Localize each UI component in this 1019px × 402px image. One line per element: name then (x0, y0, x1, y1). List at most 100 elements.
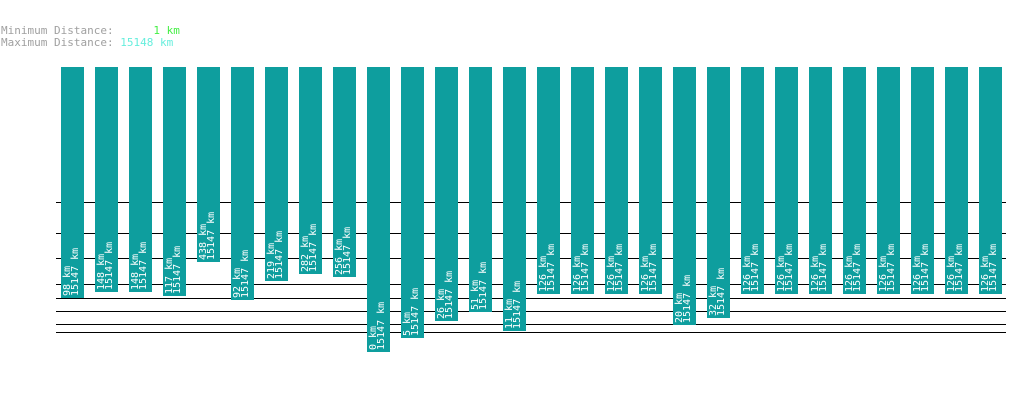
distance-bar (945, 67, 968, 294)
bar-value-label: 126 km (538, 256, 549, 292)
distance-bar (673, 67, 696, 325)
bar-max-label: 15147 km (376, 302, 387, 350)
distance-bar (61, 67, 84, 298)
max-distance-row: Maximum Distance: 15148 km (1, 37, 180, 49)
min-distance-label: Minimum Distance: (1, 24, 114, 37)
distance-bar (197, 67, 220, 262)
distance-bar (707, 67, 730, 318)
bar-value-label: 20 km (674, 293, 685, 323)
bar-max-label: 15147 km (580, 244, 591, 292)
bar-value-label: 256 km (334, 239, 345, 275)
distance-bar (979, 67, 1002, 294)
bar-max-label: 15147 km (444, 271, 455, 319)
max-distance-value: 15148 km (120, 36, 174, 49)
distance-bar (503, 67, 526, 331)
bar-value-label: 0 km (368, 326, 379, 350)
bar-max-label: 15147 km (750, 244, 761, 292)
bar-value-label: 126 km (980, 256, 991, 292)
bar-max-label: 15147 km (70, 248, 81, 296)
bar-value-label: 32 km (708, 286, 719, 316)
bar-value-label: 5 km (402, 312, 413, 336)
bar-max-label: 15147 km (988, 244, 999, 292)
distance-bar (775, 67, 798, 294)
bar-value-label: 219 km (266, 243, 277, 279)
bar-max-label: 15147 km (206, 212, 217, 260)
distance-bar (401, 67, 424, 338)
distance-bar (809, 67, 832, 294)
distance-bar (843, 67, 866, 294)
bar-value-label: 126 km (878, 256, 889, 292)
bar-value-label: 148 km (96, 254, 107, 290)
bar-max-label: 15147 km (240, 250, 251, 298)
bar-max-label: 15147 km (342, 227, 353, 275)
bar-value-label: 51 km (470, 280, 481, 310)
bar-max-label: 15147 km (954, 244, 965, 292)
bar-max-label: 15147 km (546, 244, 557, 292)
max-distance-label: Maximum Distance: (1, 36, 114, 49)
bar-value-label: 438 km (198, 224, 209, 260)
bar-max-label: 15147 km (478, 262, 489, 310)
bar-max-label: 15147 km (818, 244, 829, 292)
distance-bar (911, 67, 934, 294)
bar-max-label: 15147 km (172, 246, 183, 294)
distance-bar (333, 67, 356, 277)
bar-max-label: 15147 km (512, 281, 523, 329)
bar-value-label: 26 km (436, 289, 447, 319)
bar-max-label: 15147 km (682, 275, 693, 323)
bar-value-label: 117 km (164, 258, 175, 294)
bar-max-label: 15147 km (410, 288, 421, 336)
distance-bar (571, 67, 594, 294)
bar-value-label: 126 km (810, 256, 821, 292)
bar-max-label: 15147 km (308, 224, 319, 272)
bar-value-label: 92 km (232, 268, 243, 298)
min-distance-row: Minimum Distance: 1 km (1, 25, 180, 37)
distance-bar (265, 67, 288, 281)
bar-max-label: 15147 km (784, 244, 795, 292)
bar-max-label: 15147 km (716, 268, 727, 316)
bar-value-label: 126 km (776, 256, 787, 292)
distance-bar (877, 67, 900, 294)
bar-max-label: 15147 km (614, 244, 625, 292)
min-distance-value: 1 km (153, 24, 180, 37)
bar-value-label: 126 km (742, 256, 753, 292)
distance-header: Minimum Distance: 1 km Maximum Distance: … (1, 25, 180, 49)
distance-bar (95, 67, 118, 292)
bar-value-label: 126 km (844, 256, 855, 292)
bar-value-label: 126 km (606, 256, 617, 292)
bar-max-label: 15147 km (920, 244, 931, 292)
bar-value-label: 126 km (572, 256, 583, 292)
distance-bar (367, 67, 390, 352)
distance-bar (435, 67, 458, 321)
bar-value-label: 148 km (130, 254, 141, 290)
distance-bar (639, 67, 662, 294)
bar-value-label: 282 km (300, 236, 311, 272)
distance-bar (163, 67, 186, 296)
distance-bar (231, 67, 254, 300)
bar-value-label: 126 km (946, 256, 957, 292)
